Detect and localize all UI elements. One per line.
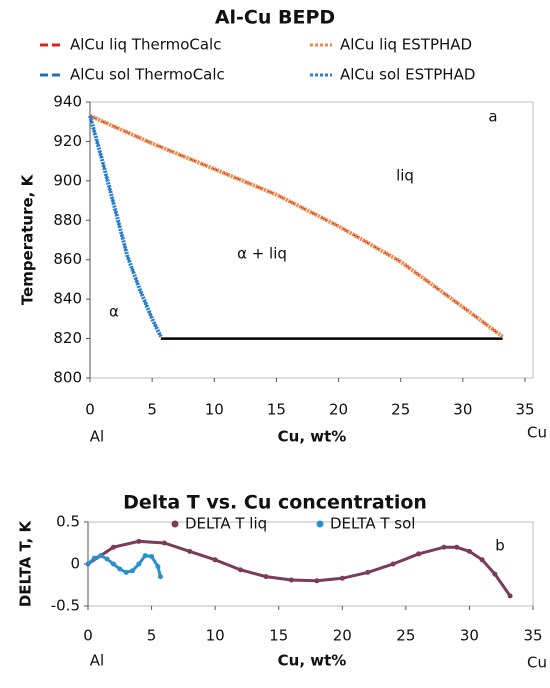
data-point xyxy=(91,555,97,561)
data-point xyxy=(212,557,218,563)
data-point xyxy=(187,548,193,554)
x-tick-label: 5 xyxy=(147,401,157,419)
data-point xyxy=(479,557,485,563)
data-point xyxy=(136,538,142,544)
annotation: α xyxy=(109,303,119,321)
y-tick-label: 820 xyxy=(53,329,82,347)
data-point xyxy=(441,544,447,550)
data-point xyxy=(136,561,142,567)
data-point xyxy=(161,540,167,546)
x-tick-label: 30 xyxy=(453,401,472,419)
legend-label: AlCu liq ThermoCalc xyxy=(70,36,221,54)
data-point xyxy=(149,553,155,559)
data-point xyxy=(123,569,129,575)
x-tick-label: 15 xyxy=(267,401,286,419)
y-tick-label: 840 xyxy=(53,290,82,308)
y-tick-label: 880 xyxy=(53,211,82,229)
chart-title: Delta T vs. Cu concentration xyxy=(123,492,427,514)
plot-frame xyxy=(89,101,534,379)
x-axis-label: Cu, wt% xyxy=(278,652,347,670)
annotation: α + liq xyxy=(237,245,287,263)
data-point xyxy=(110,544,116,550)
data-point xyxy=(416,551,422,557)
data-point xyxy=(454,544,460,550)
legend-swatch xyxy=(171,520,179,528)
annotation: Cu xyxy=(527,654,547,672)
data-point xyxy=(466,548,472,554)
y-tick-label: 940 xyxy=(53,93,82,111)
data-point xyxy=(492,571,498,577)
annotation: a xyxy=(488,108,497,126)
annotation: Al xyxy=(90,652,104,670)
y-tick-label: 900 xyxy=(53,171,82,189)
x-tick-label: 10 xyxy=(206,627,225,645)
x-tick-label: 25 xyxy=(391,401,410,419)
data-point xyxy=(288,577,294,583)
x-tick-label: 35 xyxy=(523,627,542,645)
x-tick-label: 10 xyxy=(205,401,224,419)
legend-label: AlCu sol ESTPHAD xyxy=(340,66,475,84)
annotation: b xyxy=(495,537,505,555)
x-tick-label: 15 xyxy=(269,627,288,645)
legend-label: AlCu sol ThermoCalc xyxy=(70,66,225,84)
annotation: liq xyxy=(396,167,414,185)
y-axis-label: DELTA T, K xyxy=(17,519,35,607)
x-tick-label: 20 xyxy=(329,401,348,419)
data-point xyxy=(155,564,161,570)
data-point xyxy=(85,561,91,567)
x-axis-label: Cu, wt% xyxy=(278,428,347,446)
data-point xyxy=(98,553,104,559)
x-tick-label: 35 xyxy=(515,401,534,419)
legend-label: AlCu liq ESTPHAD xyxy=(340,36,472,54)
data-point xyxy=(142,553,148,559)
data-point xyxy=(314,578,320,584)
data-point xyxy=(238,567,244,573)
legend-label: DELTA T liq xyxy=(185,515,267,533)
y-tick-label: 800 xyxy=(53,369,82,387)
data-point xyxy=(104,556,110,562)
legend-swatch xyxy=(316,520,324,528)
data-point xyxy=(339,575,345,581)
data-point xyxy=(130,568,135,574)
series-line xyxy=(89,113,504,339)
annotation: Al xyxy=(90,428,104,446)
series-line xyxy=(88,115,163,338)
data-point xyxy=(507,593,513,599)
x-tick-label: 0 xyxy=(85,401,95,419)
x-tick-label: 5 xyxy=(147,627,157,645)
legend-label: DELTA T sol xyxy=(330,515,415,533)
y-tick-label: 860 xyxy=(53,250,82,268)
data-point xyxy=(110,561,116,567)
x-tick-label: 30 xyxy=(460,627,479,645)
data-point xyxy=(390,561,396,567)
data-point xyxy=(157,574,163,580)
data-point xyxy=(365,569,371,575)
y-tick-label: -0.5 xyxy=(51,597,80,615)
y-tick-label: 920 xyxy=(53,132,82,150)
chart-title: Al-Cu BEPD xyxy=(215,7,335,29)
y-tick-label: 0.5 xyxy=(56,513,80,531)
x-tick-label: 0 xyxy=(83,627,93,645)
series-line xyxy=(87,539,512,597)
data-point xyxy=(263,574,269,580)
data-point xyxy=(117,566,123,572)
x-tick-label: 20 xyxy=(333,627,352,645)
y-tick-label: 0 xyxy=(70,555,80,573)
annotation: Cu xyxy=(527,424,547,442)
series-line xyxy=(89,114,504,338)
y-axis-label: Temperature, K xyxy=(19,173,37,305)
x-tick-label: 25 xyxy=(396,627,415,645)
